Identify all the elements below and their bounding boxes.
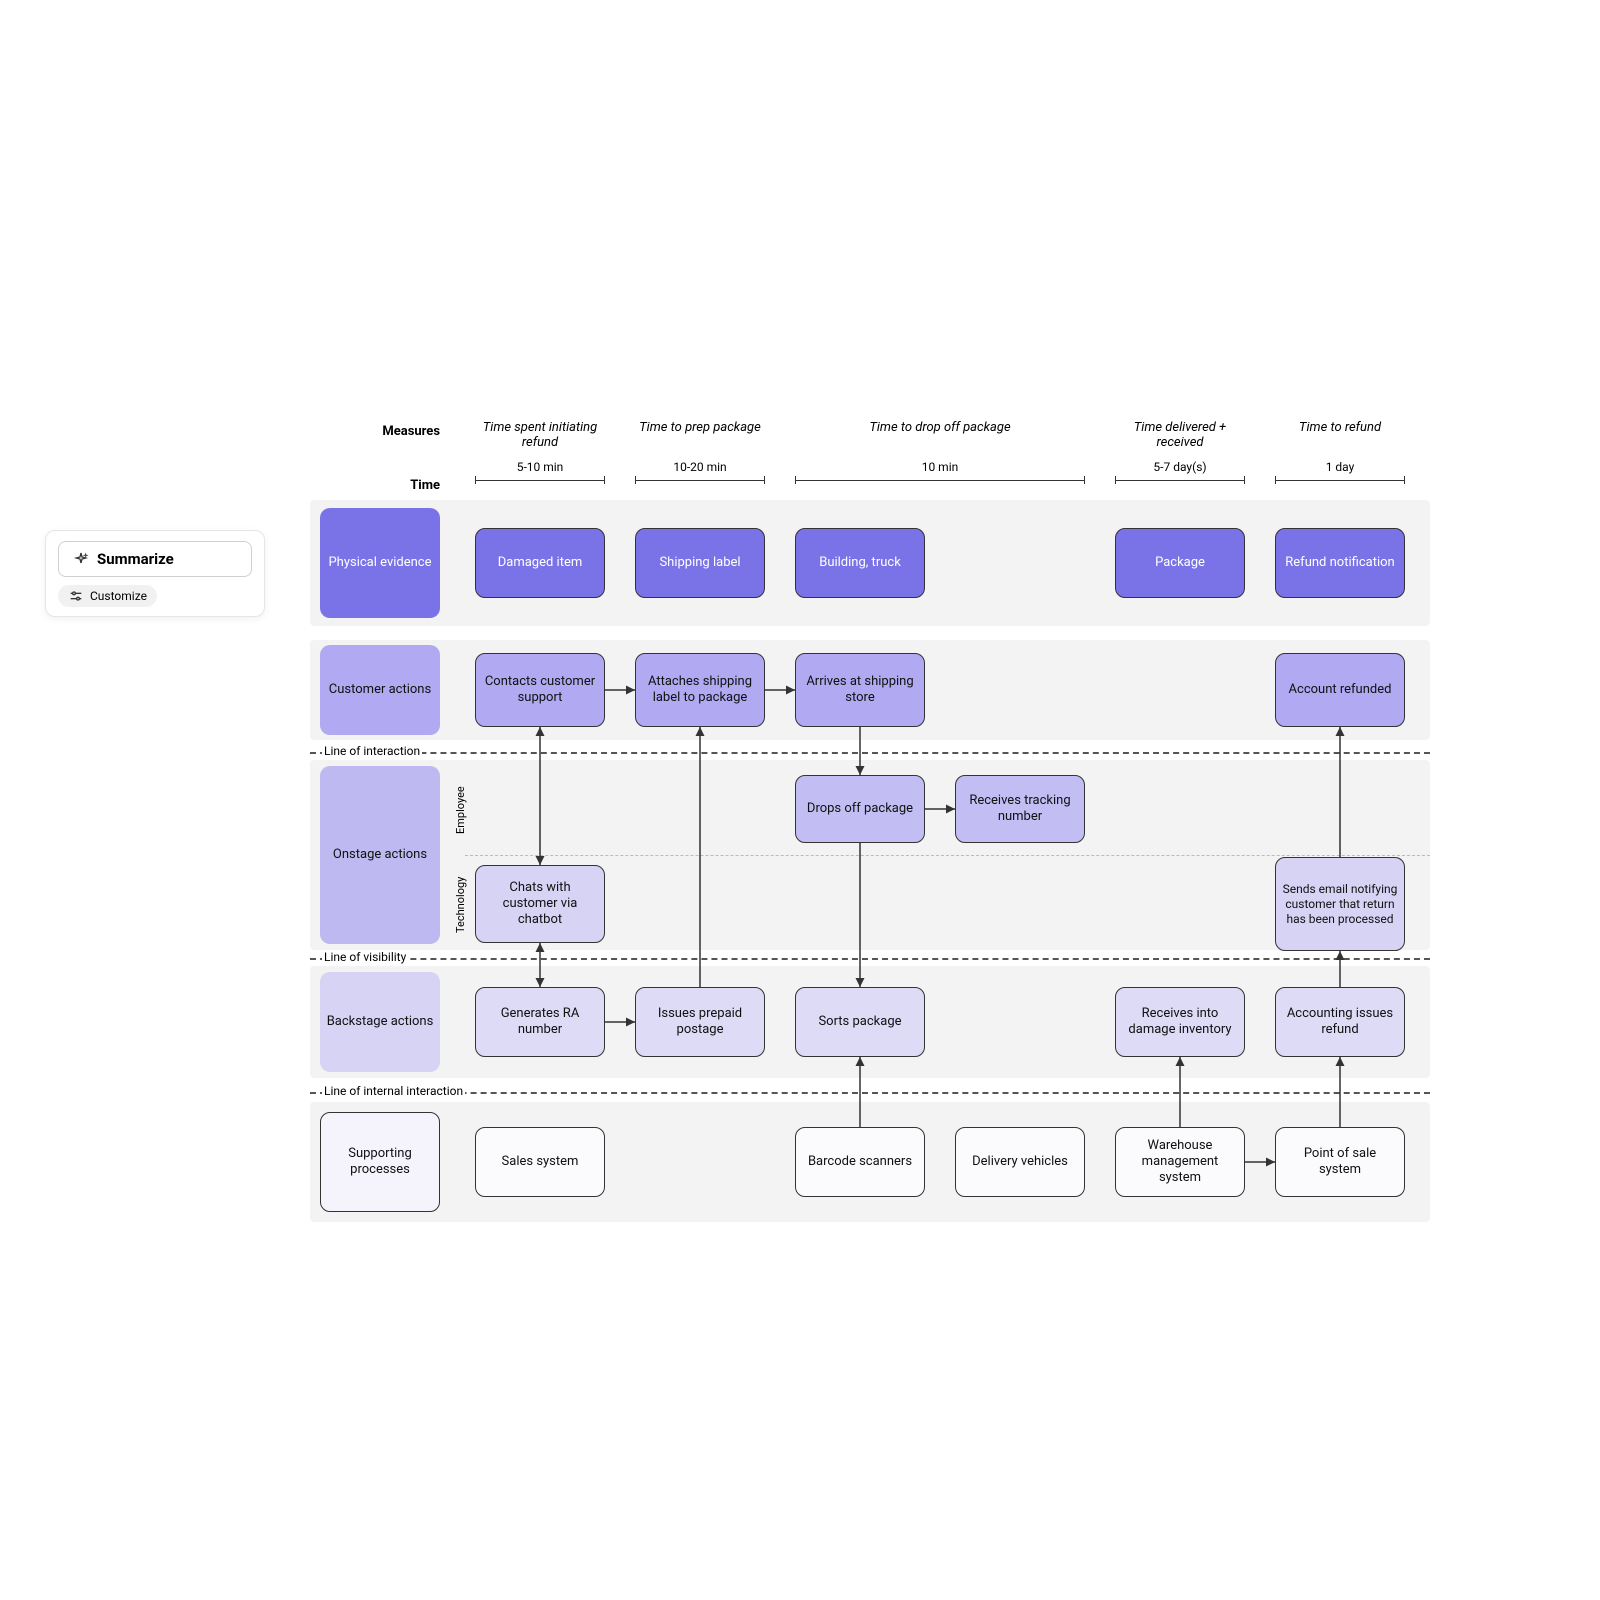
- node-ba4: Receives into damage inventory: [1115, 987, 1245, 1057]
- separator-line: [310, 958, 1430, 960]
- separator-line: [310, 752, 1430, 754]
- time-tick-line: [795, 480, 1085, 481]
- measures-header: Measures: [340, 424, 440, 439]
- time-value: 1 day: [1275, 460, 1405, 474]
- row-header-rh-pe: Physical evidence: [320, 508, 440, 618]
- node-sp3: Barcode scanners: [795, 1127, 925, 1197]
- customize-button[interactable]: Customize: [58, 585, 157, 607]
- node-oa_e2: Receives tracking number: [955, 775, 1085, 843]
- separator-label: Line of interaction: [322, 744, 422, 758]
- row-header-rh-ca: Customer actions: [320, 645, 440, 735]
- toolbar-panel: Summarize Customize: [45, 530, 265, 617]
- node-ba1: Generates RA number: [475, 987, 605, 1057]
- sublane-divider: [465, 855, 1430, 856]
- node-ca2: Attaches shipping label to package: [635, 653, 765, 727]
- time-tick-line: [1275, 480, 1405, 481]
- time-value: 5-7 day(s): [1115, 460, 1245, 474]
- measure-header: Time to drop off package: [795, 420, 1085, 435]
- sublane-label: Technology: [454, 860, 467, 950]
- sublane-label: Employee: [454, 770, 467, 850]
- node-ba3: Sorts package: [795, 987, 925, 1057]
- node-pe2: Shipping label: [635, 528, 765, 598]
- time-value: 10-20 min: [635, 460, 765, 474]
- row-header-rh-oa: Onstage actions: [320, 766, 440, 944]
- time-header: Time: [340, 478, 440, 493]
- customize-label: Customize: [90, 589, 147, 603]
- summarize-label: Summarize: [97, 550, 174, 568]
- node-ba5: Accounting issues refund: [1275, 987, 1405, 1057]
- node-sp4: Warehouse management system: [1115, 1127, 1245, 1197]
- node-sp5: Point of sale system: [1275, 1127, 1405, 1197]
- separator-line: [310, 1092, 1430, 1094]
- node-oa_e1: Drops off package: [795, 775, 925, 843]
- separator-label: Line of visibility: [322, 950, 408, 964]
- node-pe4: Package: [1115, 528, 1245, 598]
- node-ca3: Arrives at shipping store: [795, 653, 925, 727]
- time-value: 10 min: [795, 460, 1085, 474]
- measure-header: Time to prep package: [635, 420, 765, 435]
- measure-header: Time to refund: [1275, 420, 1405, 435]
- node-oa_t1: Chats with customer via chatbot: [475, 865, 605, 943]
- node-pe5: Refund notification: [1275, 528, 1405, 598]
- measure-header: Time delivered + received: [1115, 420, 1245, 450]
- node-sp3b: Delivery vehicles: [955, 1127, 1085, 1197]
- time-value: 5-10 min: [475, 460, 605, 474]
- time-tick-line: [635, 480, 765, 481]
- node-pe1: Damaged item: [475, 528, 605, 598]
- node-ca5: Account refunded: [1275, 653, 1405, 727]
- node-ca1: Contacts customer support: [475, 653, 605, 727]
- node-sp1: Sales system: [475, 1127, 605, 1197]
- separator-label: Line of internal interaction: [322, 1084, 465, 1098]
- node-ba2: Issues prepaid postage: [635, 987, 765, 1057]
- row-header-rh-ba: Backstage actions: [320, 972, 440, 1072]
- time-tick-line: [1115, 480, 1245, 481]
- summarize-button[interactable]: Summarize: [58, 541, 252, 577]
- node-oa_t2: Sends email notifying customer that retu…: [1275, 857, 1405, 951]
- sparkle-icon: [73, 551, 89, 567]
- row-header-rh-sp: Supporting processes: [320, 1112, 440, 1212]
- measure-header: Time spent initiating refund: [475, 420, 605, 450]
- time-tick-line: [475, 480, 605, 481]
- node-pe3: Building, truck: [795, 528, 925, 598]
- sliders-icon: [68, 588, 84, 604]
